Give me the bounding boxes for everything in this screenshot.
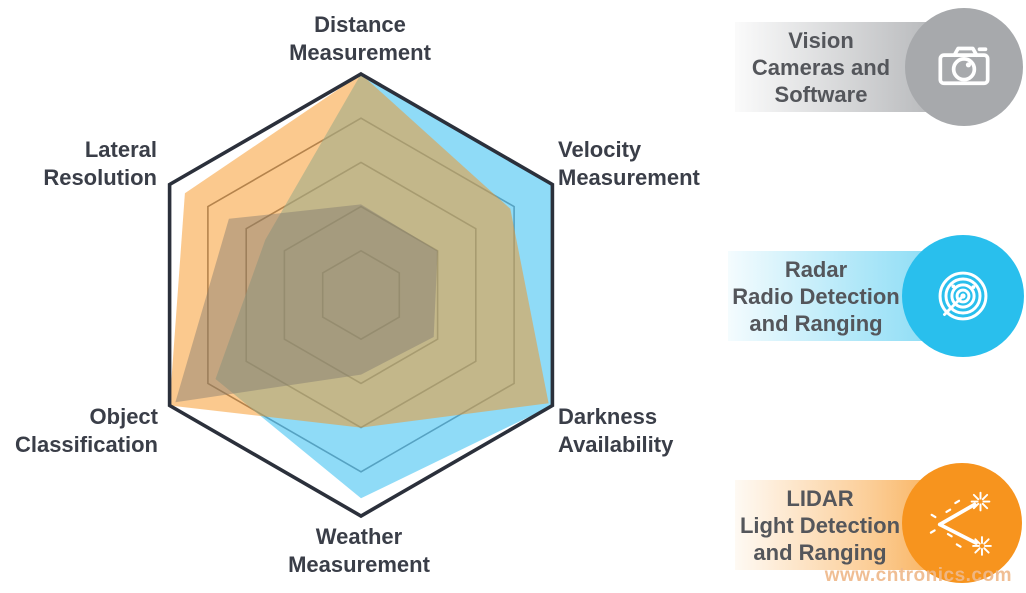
axis-label-line: Weather — [315, 524, 403, 549]
legend-item-vision: Vision Cameras and Software — [735, 8, 1026, 126]
series-polygon-lidar — [169, 74, 549, 428]
axis-label-line: Availability — [558, 432, 674, 457]
axis-label-line: Object — [89, 404, 158, 429]
axis-label-line: Velocity — [558, 137, 642, 162]
axis-label-lateral-resolution: Lateral Resolution — [0, 136, 157, 192]
axis-label-line: Resolution — [43, 165, 157, 190]
legend-label-line: LIDAR — [786, 485, 854, 511]
legend-label-line: and Ranging — [749, 310, 883, 336]
axis-label-line: Measurement — [289, 40, 431, 65]
axis-label-distance-measurement: Distance Measurement — [229, 11, 491, 67]
legend-label-line: Light Detection — [739, 512, 901, 538]
axis-label-line: Classification — [14, 432, 158, 457]
axis-label-line: Measurement — [288, 552, 430, 577]
axis-label-line: Darkness — [558, 404, 658, 429]
axis-label-line: Lateral — [84, 137, 157, 162]
axis-label-line: Measurement — [558, 165, 700, 190]
legend-badge-lidar — [902, 463, 1022, 583]
axis-label-darkness-availability: Darkness Availability — [558, 403, 768, 459]
camera-icon — [938, 46, 990, 86]
legend-label-line: Radar — [784, 256, 848, 282]
legend-item-radar: Radar Radio Detection and Ranging — [728, 235, 1026, 357]
watermark-text: www.cntronics.com — [824, 565, 1012, 586]
lidar-icon — [929, 491, 992, 556]
legend-label-radar: Radar Radio Detection and Ranging — [728, 251, 904, 341]
legend-label-line: Cameras and — [751, 54, 891, 80]
legend-label-line: Software — [774, 81, 868, 107]
legend-label-line: Radio Detection — [732, 283, 900, 309]
chart-outer-frame — [167, 71, 555, 519]
axis-label-velocity-measurement: Velocity Measurement — [558, 136, 768, 192]
legend-label-lidar: LIDAR Light Detection and Ranging — [735, 480, 905, 570]
axis-label-object-classification: Object Classification — [0, 403, 158, 459]
axis-label-line: Distance — [314, 12, 406, 37]
legend-badge-radar — [902, 235, 1024, 357]
series-polygon-vision — [175, 204, 438, 403]
axis-label-weather-measurement: Weather Measurement — [228, 523, 490, 579]
legend-badge-vision — [905, 8, 1023, 126]
legend-label-line: and Ranging — [753, 539, 887, 565]
radar-icon — [938, 271, 988, 321]
legend-label-line: Vision — [788, 27, 854, 53]
legend-item-lidar: LIDAR Light Detection and Ranging — [735, 463, 1026, 584]
legend-label-vision: Vision Cameras and Software — [735, 22, 907, 112]
